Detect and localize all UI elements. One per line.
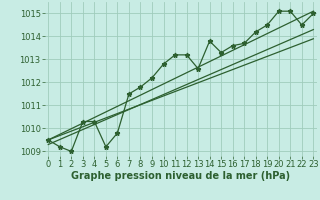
X-axis label: Graphe pression niveau de la mer (hPa): Graphe pression niveau de la mer (hPa) — [71, 171, 290, 181]
